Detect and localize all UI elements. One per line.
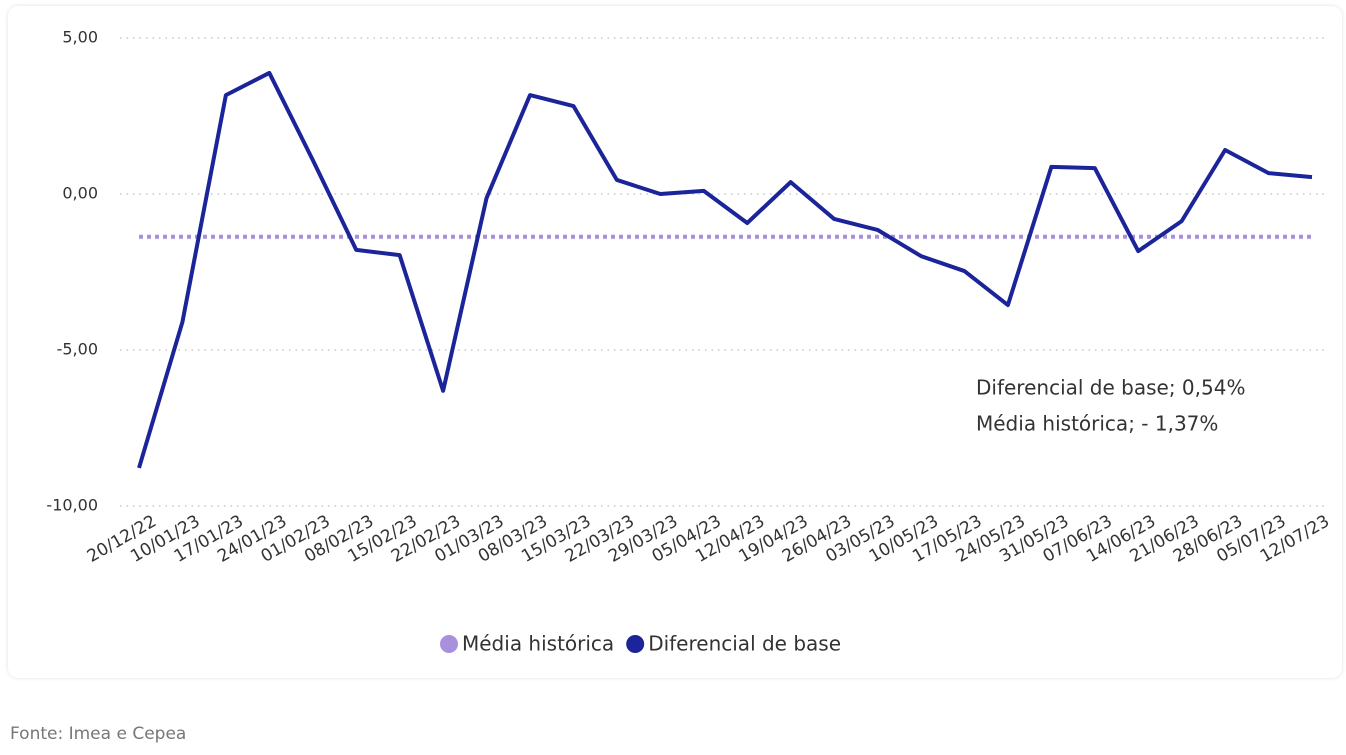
legend-label: Média histórica (462, 632, 614, 656)
annotation: Diferencial de base; 0,54% (976, 376, 1245, 400)
y-tick-label: 5,00 (62, 28, 98, 47)
chart: -10,00-5,000,005,0020/12/2210/01/2317/01… (46, 28, 1333, 656)
y-tick-label: -10,00 (46, 496, 98, 515)
data-line (137, 70, 1313, 469)
y-tick-label: 0,00 (62, 184, 98, 203)
source-note: Fonte: Imea e Cepea (10, 724, 187, 744)
chart-card (8, 6, 1342, 678)
legend-swatch (440, 635, 458, 653)
annotation: Média histórica; - 1,37% (976, 412, 1218, 436)
y-tick-label: -5,00 (57, 340, 98, 359)
legend-swatch (626, 635, 645, 653)
legend-label: Diferencial de base (648, 632, 841, 656)
